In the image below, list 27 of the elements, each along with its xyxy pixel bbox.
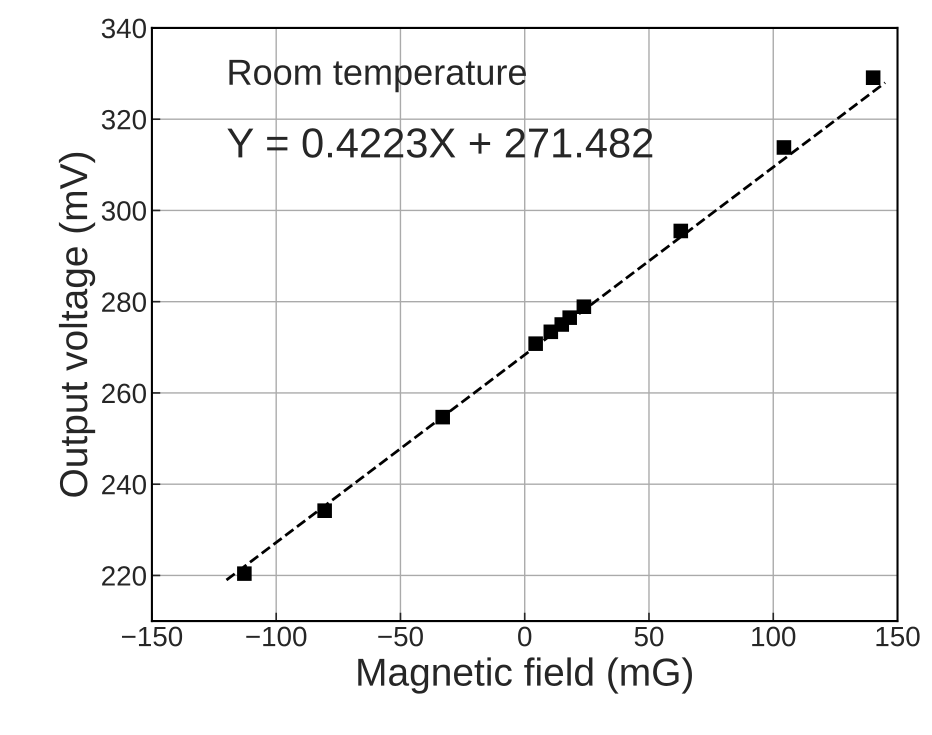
x-tick-label: −100 <box>246 626 306 646</box>
y-tick-label: 320 <box>102 110 146 130</box>
annotation: Room temperature <box>229 60 526 92</box>
point <box>866 70 880 85</box>
point <box>237 566 252 581</box>
y-tick-label: 220 <box>102 566 146 586</box>
point <box>435 410 450 424</box>
point <box>674 224 688 238</box>
y-tick-label: 280 <box>102 292 146 312</box>
x-tick-label: 50 <box>634 626 664 646</box>
x-tick-label: 0 <box>518 626 532 646</box>
y-tick-label: 240 <box>102 474 146 495</box>
y-tick-label: 300 <box>102 201 146 221</box>
x-tick-label: −150 <box>122 626 182 646</box>
point <box>317 503 332 518</box>
point <box>776 140 792 155</box>
point <box>576 299 592 314</box>
y-axis-title: Output voltage (mV) <box>58 152 96 497</box>
point <box>562 310 577 325</box>
x-tick-label: 100 <box>752 626 796 646</box>
x-tick-label: −50 <box>378 626 423 646</box>
x-tick-label: 150 <box>876 626 920 646</box>
y-tick-label: 340 <box>102 18 146 38</box>
x-axis-title: Magnetic field (mG) <box>358 657 692 694</box>
y-tick-label: 260 <box>102 384 146 404</box>
annotation: Y = 0.4223X + 271.482 <box>227 128 652 158</box>
point <box>528 336 543 351</box>
